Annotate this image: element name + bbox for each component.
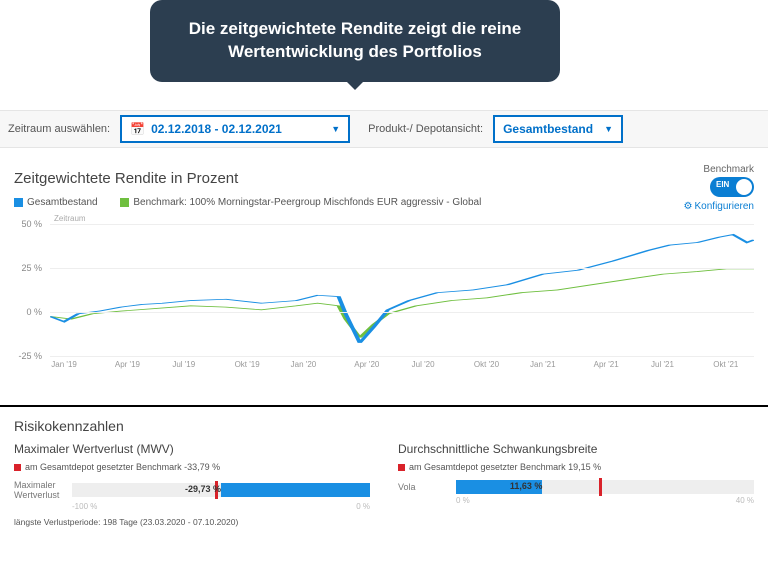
x-axis: Jan '19Apr '19Jul '19Okt '19Jan '20Apr '…: [50, 360, 754, 374]
view-label: Produkt-/ Depotansicht:: [368, 123, 483, 135]
portfolio-line: [50, 235, 754, 343]
period-dropdown[interactable]: 📅 02.12.2018 - 02.12.2021 ▼: [120, 115, 350, 143]
risk-col-drawdown: Maximaler Wertverlust (MWV) am Gesamtdep…: [14, 442, 370, 527]
drawdown-bar-label: Maximaler Wertverlust: [14, 480, 72, 500]
gear-icon: ⚙: [684, 201, 693, 212]
bench-swatch: [398, 464, 405, 471]
plot-area: [50, 224, 754, 356]
legend-swatch-2: [120, 198, 129, 207]
legend-swatch-1: [14, 198, 23, 207]
legend-item-2: Benchmark: 100% Morningstar-Peergroup Mi…: [120, 197, 481, 208]
drawdown-footnote: längste Verlustperiode: 198 Tage (23.03.…: [14, 517, 370, 527]
risk-section: Risikokennzahlen Maximaler Wertverlust (…: [0, 412, 768, 533]
controls-bar: Zeitraum auswählen: 📅 02.12.2018 - 02.12…: [0, 110, 768, 148]
toggle-knob: [736, 179, 752, 195]
risk-col-vola: Durchschnittliche Schwankungsbreite am G…: [398, 442, 754, 527]
vola-bench: am Gesamtdepot gesetzter Benchmark 19,15…: [398, 462, 754, 472]
benchmark-controls: Benchmark EIN ⚙Konfigurieren: [684, 164, 754, 212]
chevron-down-icon: ▼: [604, 124, 613, 134]
vola-bar: 11,63 %: [456, 480, 754, 494]
chart-svg: [50, 224, 754, 356]
drawdown-scale: -100 %0 %: [14, 502, 370, 511]
calendar-icon: 📅: [130, 122, 145, 136]
drawdown-title: Maximaler Wertverlust (MWV): [14, 442, 370, 456]
chart-title: Zeitgewichtete Rendite in Prozent: [14, 170, 754, 187]
period-label: Zeitraum auswählen:: [8, 123, 110, 135]
legend-item-1: Gesamtbestand: [14, 197, 98, 208]
drawdown-bench: am Gesamtdepot gesetzter Benchmark -33,7…: [14, 462, 370, 472]
risk-title: Risikokennzahlen: [14, 418, 754, 434]
view-dropdown[interactable]: Gesamtbestand ▼: [493, 115, 623, 143]
y-axis: 50 %25 %0 %-25 %: [14, 224, 46, 356]
drawdown-bar-row: Maximaler Wertverlust -29,73 %: [14, 480, 370, 500]
zeitraum-label: Zeitraum: [54, 214, 86, 223]
vola-title: Durchschnittliche Schwankungsbreite: [398, 442, 754, 456]
benchmark-label: Benchmark: [684, 164, 754, 175]
info-tooltip: Die zeitgewichtete Rendite zeigt die rei…: [150, 0, 560, 82]
benchmark-toggle[interactable]: EIN: [710, 177, 754, 197]
vola-bar-label: Vola: [398, 482, 456, 492]
section-divider: [0, 405, 768, 407]
bench-swatch: [14, 464, 21, 471]
chart-plot: Zeitraum 50 %25 %0 %-25 % Jan '19Apr '19…: [14, 214, 754, 374]
view-value: Gesamtbestand: [503, 122, 593, 136]
vola-scale: 0 %40 %: [398, 496, 754, 505]
vola-bar-row: Vola 11,63 %: [398, 480, 754, 494]
period-value: 02.12.2018 - 02.12.2021: [151, 122, 282, 136]
toggle-text: EIN: [716, 180, 729, 189]
configure-link[interactable]: ⚙Konfigurieren: [684, 201, 754, 212]
chart-legend: Gesamtbestand Benchmark: 100% Morningsta…: [14, 197, 754, 208]
chart-section: Zeitgewichtete Rendite in Prozent Benchm…: [0, 160, 768, 374]
chevron-down-icon: ▼: [331, 124, 340, 134]
drawdown-bar: -29,73 %: [72, 483, 370, 497]
